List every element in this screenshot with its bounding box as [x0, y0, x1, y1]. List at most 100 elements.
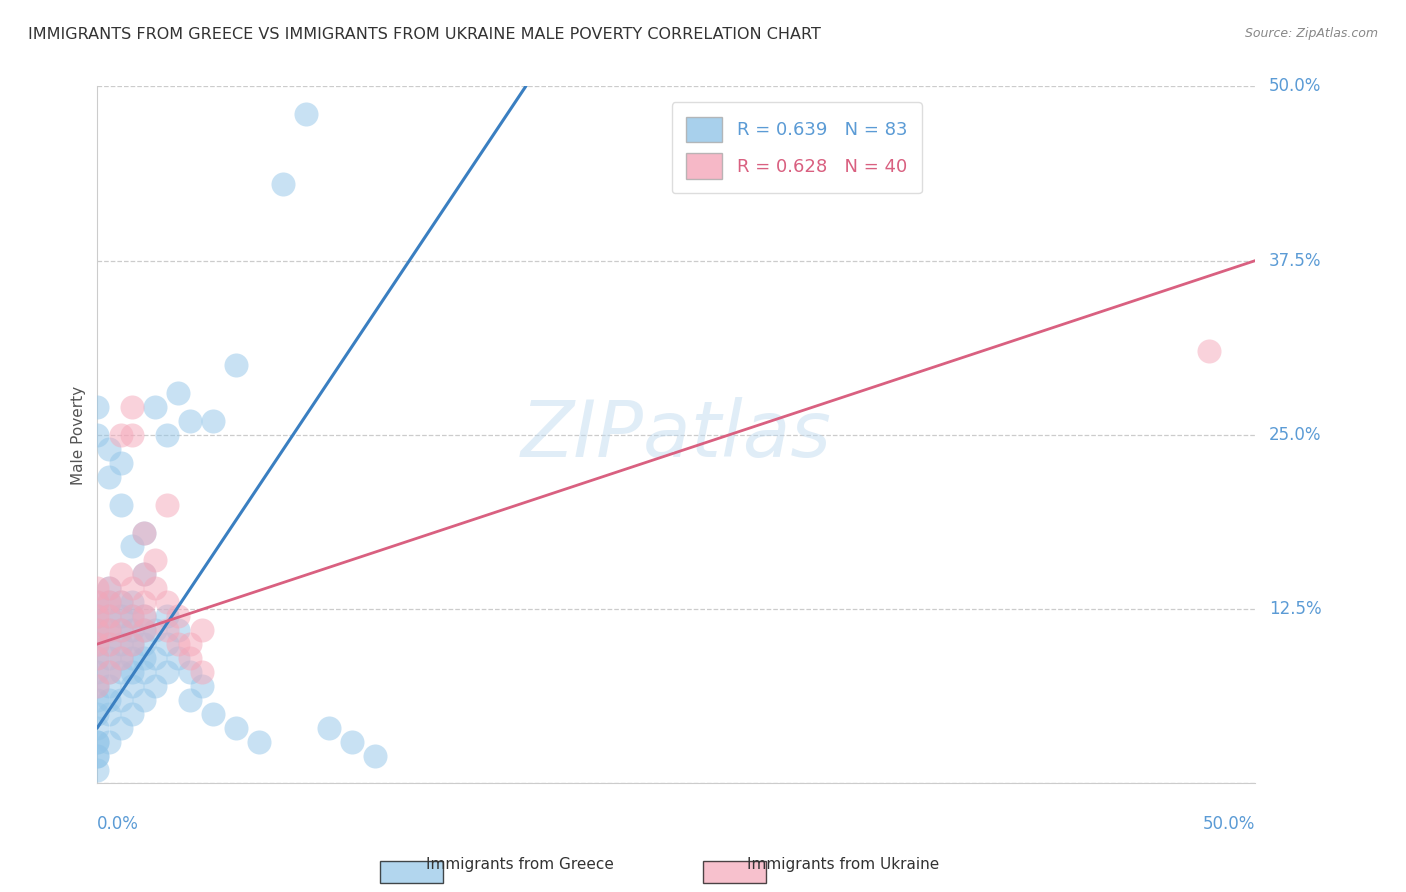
Point	[179, 637, 201, 651]
Point	[132, 567, 155, 582]
Point	[179, 414, 201, 428]
Point	[132, 525, 155, 540]
Point	[190, 623, 212, 637]
Point	[190, 665, 212, 679]
Point	[86, 706, 108, 721]
Point	[121, 665, 143, 679]
Point	[86, 428, 108, 442]
Point	[167, 609, 190, 624]
Point	[179, 693, 201, 707]
Text: IMMIGRANTS FROM GREECE VS IMMIGRANTS FROM UKRAINE MALE POVERTY CORRELATION CHART: IMMIGRANTS FROM GREECE VS IMMIGRANTS FRO…	[28, 27, 821, 42]
Text: 12.5%: 12.5%	[1268, 600, 1322, 618]
Point	[225, 358, 247, 372]
Point	[97, 693, 120, 707]
Point	[121, 400, 143, 414]
Point	[110, 637, 132, 651]
Point	[86, 734, 108, 748]
Point	[121, 637, 143, 651]
Point	[1198, 344, 1220, 359]
Point	[156, 498, 179, 512]
Point	[121, 428, 143, 442]
Point	[225, 721, 247, 735]
Point	[132, 651, 155, 665]
Point	[121, 609, 143, 624]
Point	[110, 498, 132, 512]
Point	[86, 693, 108, 707]
Point	[110, 595, 132, 609]
Point	[110, 595, 132, 609]
Y-axis label: Male Poverty: Male Poverty	[72, 385, 86, 484]
Point	[132, 567, 155, 582]
Point	[132, 665, 155, 679]
Point	[97, 595, 120, 609]
Text: 25.0%: 25.0%	[1268, 426, 1322, 444]
Point	[86, 400, 108, 414]
Point	[132, 637, 155, 651]
Point	[110, 693, 132, 707]
Point	[364, 748, 387, 763]
Point	[121, 609, 143, 624]
Text: 50.0%: 50.0%	[1268, 78, 1322, 95]
Legend: R = 0.639   N = 83, R = 0.628   N = 40: R = 0.639 N = 83, R = 0.628 N = 40	[672, 103, 922, 194]
Point	[202, 414, 225, 428]
Point	[97, 470, 120, 484]
Point	[121, 595, 143, 609]
Point	[86, 665, 108, 679]
Point	[143, 582, 166, 596]
Point	[86, 748, 108, 763]
Point	[156, 623, 179, 637]
Point	[97, 623, 120, 637]
Point	[156, 595, 179, 609]
Point	[86, 595, 108, 609]
Point	[156, 665, 179, 679]
Point	[143, 553, 166, 567]
Point	[86, 651, 108, 665]
Point	[190, 679, 212, 693]
Point	[121, 651, 143, 665]
Text: 37.5%: 37.5%	[1268, 252, 1322, 269]
Point	[249, 734, 271, 748]
Point	[143, 623, 166, 637]
Point	[97, 706, 120, 721]
Point	[86, 637, 108, 651]
Point	[132, 609, 155, 624]
Text: Source: ZipAtlas.com: Source: ZipAtlas.com	[1244, 27, 1378, 40]
Point	[132, 623, 155, 637]
Point	[97, 679, 120, 693]
Point	[167, 623, 190, 637]
Point	[97, 734, 120, 748]
Point	[86, 651, 108, 665]
Point	[97, 442, 120, 456]
Point	[132, 623, 155, 637]
Point	[86, 721, 108, 735]
Point	[167, 386, 190, 401]
Point	[86, 679, 108, 693]
Point	[271, 177, 294, 191]
Point	[121, 679, 143, 693]
Point	[110, 567, 132, 582]
Point	[121, 582, 143, 596]
Point	[110, 609, 132, 624]
Point	[86, 748, 108, 763]
Point	[97, 609, 120, 624]
Point	[86, 623, 108, 637]
Point	[121, 706, 143, 721]
Point	[97, 623, 120, 637]
Text: ZIPatlas: ZIPatlas	[520, 397, 831, 473]
Point	[97, 665, 120, 679]
Point	[110, 623, 132, 637]
Point	[86, 623, 108, 637]
Point	[143, 679, 166, 693]
Point	[121, 623, 143, 637]
Point	[156, 428, 179, 442]
Point	[97, 609, 120, 624]
Point	[132, 609, 155, 624]
Point	[294, 107, 316, 121]
Point	[179, 665, 201, 679]
Point	[179, 651, 201, 665]
Point	[110, 456, 132, 470]
Point	[86, 763, 108, 777]
Point	[86, 637, 108, 651]
Point	[110, 651, 132, 665]
Point	[86, 609, 108, 624]
